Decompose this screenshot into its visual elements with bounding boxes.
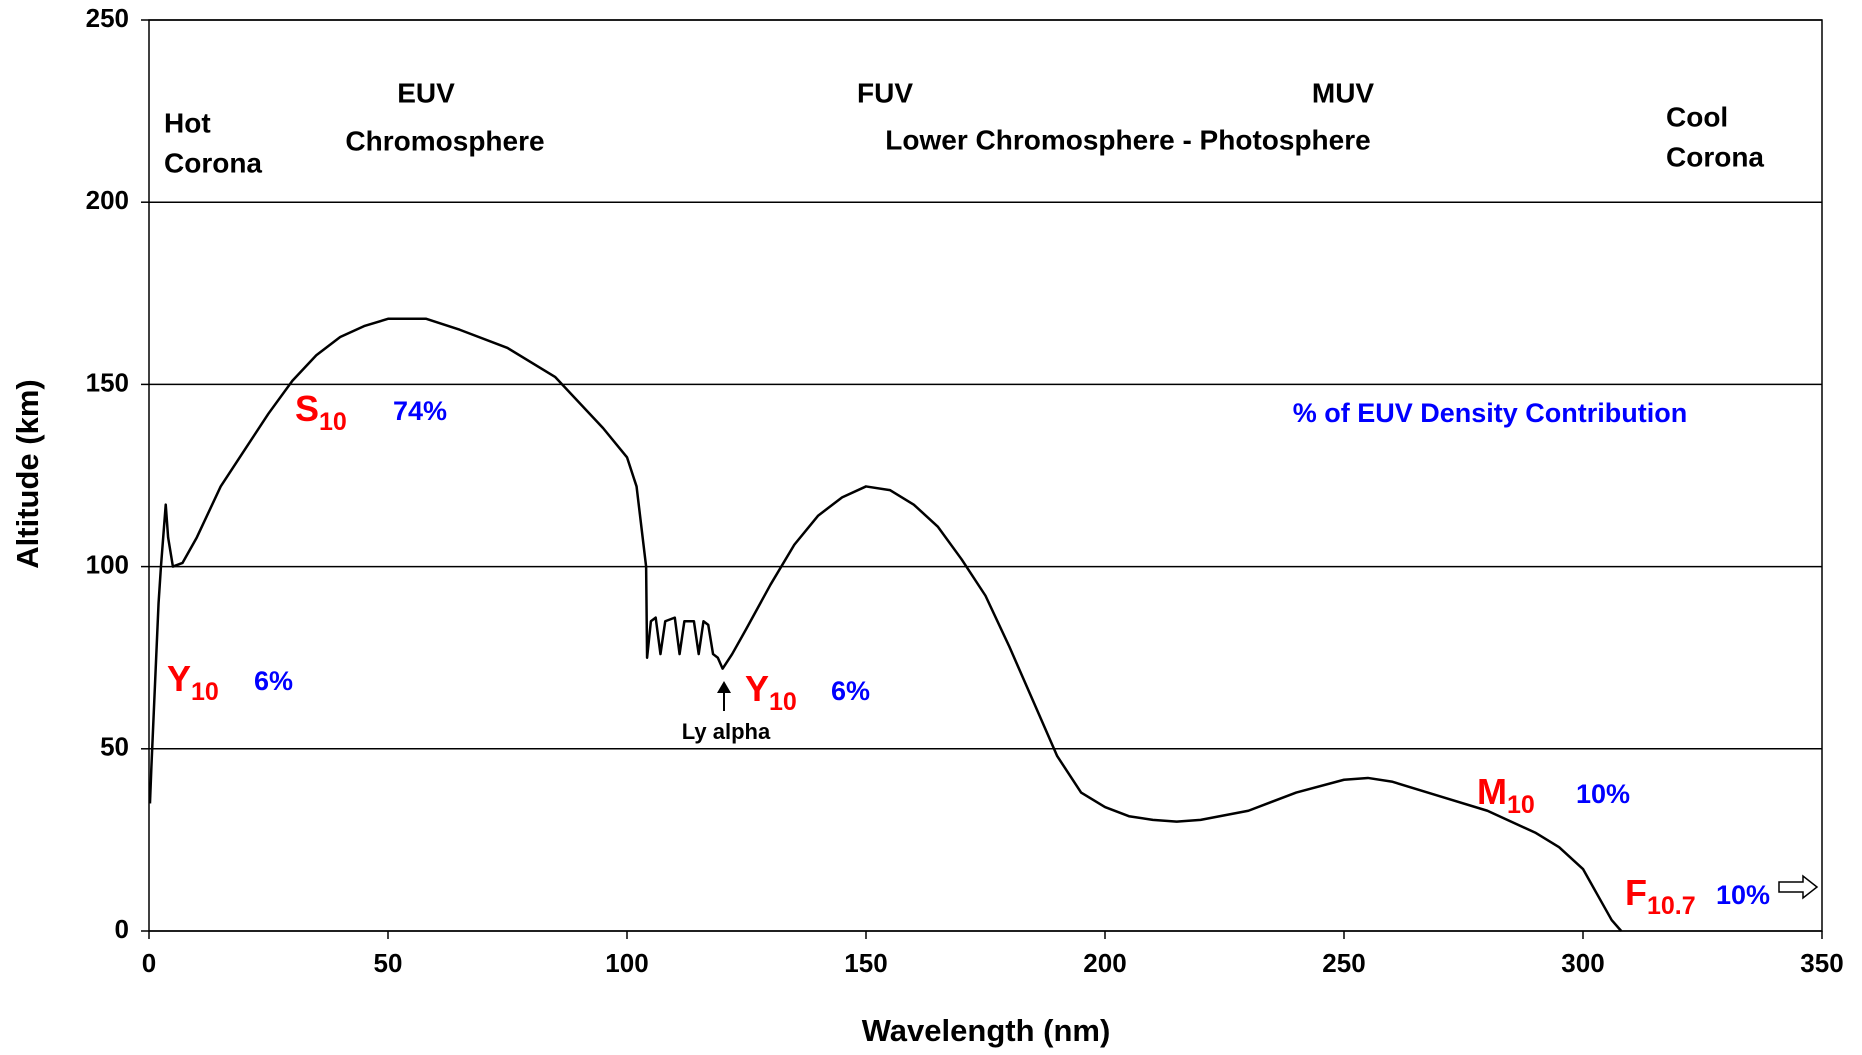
y-tick-label: 50 xyxy=(100,732,129,762)
edge-label: Corona xyxy=(164,147,262,178)
y-tick-label: 100 xyxy=(86,549,129,579)
proxy-subscript: 10.7 xyxy=(1647,892,1696,920)
proxy-share: 10% xyxy=(1716,880,1770,910)
x-tick-label: 250 xyxy=(1322,948,1365,978)
proxy-label: F10.7 xyxy=(1625,872,1696,920)
proxy-subscript: 10 xyxy=(319,408,347,436)
proxy-share: 6% xyxy=(254,666,293,696)
proxy-share: 10% xyxy=(1576,779,1630,809)
proxy-share: 74% xyxy=(393,396,447,426)
legend-note: % of EUV Density Contribution xyxy=(1293,398,1688,428)
plot-frame xyxy=(148,19,1823,932)
proxy-label: Y10 xyxy=(745,668,797,716)
x-tick-label: 350 xyxy=(1800,948,1843,978)
x-tick-label: 100 xyxy=(605,948,648,978)
y-tick-label: 250 xyxy=(86,3,129,33)
region-subtitle: Chromosphere xyxy=(345,125,544,156)
continuation-arrow xyxy=(1778,874,1819,900)
proxy-subscript: 10 xyxy=(191,678,219,706)
proxy-label: Y10 xyxy=(167,658,219,706)
proxy-label: M10 xyxy=(1477,771,1535,819)
region-title: FUV xyxy=(857,77,913,108)
edge-label: Cool xyxy=(1666,101,1728,132)
proxy-symbol: F xyxy=(1625,872,1647,913)
x-tick-label: 300 xyxy=(1561,948,1604,978)
edge-label: Corona xyxy=(1666,141,1764,172)
y-tick-label: 150 xyxy=(86,367,129,397)
ly-alpha-arrowhead xyxy=(717,681,731,693)
x-axis-title: Wavelength (nm) xyxy=(862,1013,1111,1048)
y-tick-label: 0 xyxy=(115,914,129,944)
region-title: EUV xyxy=(397,77,455,108)
proxy-share: 6% xyxy=(831,676,870,706)
proxy-symbol: Y xyxy=(745,668,769,709)
y-tick-label: 200 xyxy=(86,185,129,215)
proxy-label: S10 xyxy=(295,388,347,436)
arrow-label: Ly alpha xyxy=(682,719,771,744)
proxy-symbol: S xyxy=(295,388,319,429)
proxy-symbol: M xyxy=(1477,771,1507,812)
x-tick-label: 50 xyxy=(374,948,403,978)
y-axis-title: Altitude (km) xyxy=(10,379,45,568)
region-title: MUV xyxy=(1312,77,1375,108)
proxy-subscript: 10 xyxy=(1507,791,1535,819)
proxy-symbol: Y xyxy=(167,658,191,699)
edge-label: Hot xyxy=(164,107,211,138)
x-tick-label: 150 xyxy=(844,948,887,978)
x-tick-label: 200 xyxy=(1083,948,1126,978)
data-line xyxy=(148,317,1623,932)
x-tick-label: 0 xyxy=(142,948,156,978)
region-subtitle: Lower Chromosphere - Photosphere xyxy=(885,124,1370,155)
proxy-subscript: 10 xyxy=(769,688,797,716)
